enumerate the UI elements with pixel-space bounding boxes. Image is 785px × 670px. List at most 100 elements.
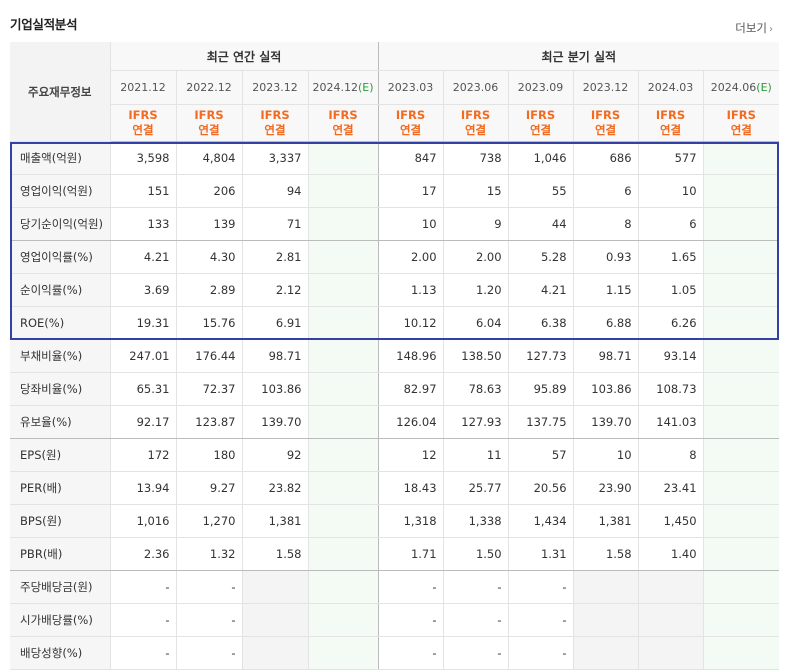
- table-row: PER(배) 13.94 9.27 23.82 18.43 25.77 20.56 23.90…: [10, 471, 780, 505]
- table-cell: 6: [572, 174, 639, 208]
- table-row: 유보율(%) 92.17 123.87 139.70 126.04 127.93 137.7…: [10, 405, 780, 439]
- table-cell: 123.87: [175, 405, 242, 439]
- table-cell: 10: [637, 174, 704, 208]
- table-row: PBR(배) 2.36 1.32 1.58 1.71 1.50 1.31 1.58 1.40: [10, 537, 780, 571]
- table-cell: 55: [507, 174, 574, 208]
- table-cell: 1,450: [637, 504, 704, 538]
- table-cell: 12: [377, 438, 444, 472]
- row-label: 당기순이익(억원): [10, 207, 110, 241]
- ifrs-line2: 연결: [594, 123, 617, 137]
- ifrs-badge: IFRS 연결: [572, 104, 639, 142]
- table-cell: 15.76: [175, 306, 242, 340]
- table-cell: 8: [637, 438, 704, 472]
- table-cell: 93.14: [637, 339, 704, 373]
- ifrs-line1: IFRS: [460, 108, 491, 122]
- table-cell: [702, 207, 780, 241]
- more-label: 더보기: [735, 21, 767, 35]
- table-cell: 3,337: [241, 141, 308, 175]
- table-cell: 25.77: [442, 471, 509, 505]
- table-cell: 78.63: [442, 372, 509, 406]
- table-cell: 5.28: [507, 240, 574, 274]
- table-cell: [307, 339, 379, 373]
- table-cell: 126.04: [377, 405, 444, 439]
- table-cell: [307, 372, 379, 406]
- row-label: PER(배): [10, 471, 110, 505]
- table-cell: -: [175, 636, 242, 670]
- table-row: 주당배당금(원) - - - - -: [10, 570, 780, 604]
- table-cell: 72.37: [175, 372, 242, 406]
- row-label: 매출액(억원): [10, 141, 110, 175]
- table-cell: 4.21: [507, 273, 574, 307]
- table-cell: 847: [377, 141, 444, 175]
- table-row: 시가배당률(%) - - - - -: [10, 603, 780, 637]
- table-cell: 92.17: [109, 405, 176, 439]
- table-cell: 19.31: [109, 306, 176, 340]
- table-cell: 15: [442, 174, 509, 208]
- table-cell: [702, 504, 780, 538]
- table-cell: 139: [175, 207, 242, 241]
- table-cell: 577: [637, 141, 704, 175]
- ifrs-line1: IFRS: [525, 108, 556, 122]
- ifrs-line2: 연결: [529, 123, 552, 137]
- table-cell: 6.91: [241, 306, 308, 340]
- table-cell: [702, 636, 780, 670]
- ifrs-line2: 연결: [198, 123, 220, 137]
- table-cell: 17: [377, 174, 444, 208]
- ifrs-line2: 연결: [132, 123, 154, 137]
- table-cell: 6.88: [572, 306, 639, 340]
- table-cell: [307, 273, 379, 307]
- ifrs-badge: IFRS 연결: [702, 104, 780, 142]
- table-cell: 2.89: [175, 273, 242, 307]
- corner-label: 주요재무정보: [10, 42, 110, 142]
- ifrs-badge: IFRS 연결: [637, 104, 704, 142]
- table-cell: 11: [442, 438, 509, 472]
- table-row: 영업이익률(%) 4.21 4.30 2.81 2.00 2.00 5.28 0.93 1.65: [10, 240, 780, 274]
- table-cell: 4,804: [175, 141, 242, 175]
- table-cell: [572, 636, 639, 670]
- table-cell: 148.96: [377, 339, 444, 373]
- table-cell: -: [442, 570, 509, 604]
- table-cell: 10.12: [377, 306, 444, 340]
- table-cell: [307, 240, 379, 274]
- table-cell: 1.31: [507, 537, 574, 571]
- financial-table: 주요재무정보 최근 연간 실적 최근 분기 실적 2021.12 2022.12 2…: [10, 42, 780, 670]
- ifrs-line1: IFRS: [726, 108, 756, 122]
- ifrs-line1: IFRS: [194, 108, 224, 122]
- table-cell: 13.94: [109, 471, 176, 505]
- table-cell: 1.58: [572, 537, 639, 571]
- table-cell: 103.86: [241, 372, 308, 406]
- more-link[interactable]: 더보기 ›: [735, 20, 773, 36]
- table-cell: [307, 141, 379, 175]
- table-cell: -: [175, 603, 242, 637]
- table-cell: 1.40: [637, 537, 704, 571]
- table-cell: 1.65: [637, 240, 704, 274]
- table-cell: 57: [507, 438, 574, 472]
- ifrs-badge: IFRS 연결: [307, 104, 379, 142]
- table-cell: 6.38: [507, 306, 574, 340]
- ifrs-badge: IFRS 연결: [109, 104, 176, 142]
- table-cell: [637, 636, 704, 670]
- table-cell: -: [109, 636, 176, 670]
- table-cell: 686: [572, 141, 639, 175]
- table-cell: 95.89: [507, 372, 574, 406]
- table-cell: 180: [175, 438, 242, 472]
- table-cell: [702, 339, 780, 373]
- ifrs-line1: IFRS: [260, 108, 290, 122]
- table-row: 순이익률(%) 3.69 2.89 2.12 1.13 1.20 4.21 1.15 1.05: [10, 273, 780, 307]
- table-cell: 172: [109, 438, 176, 472]
- ifrs-line2: 연결: [399, 123, 422, 137]
- ifrs-badge: IFRS 연결: [175, 104, 242, 142]
- ifrs-line2: 연결: [659, 123, 682, 137]
- table-cell: 247.01: [109, 339, 176, 373]
- table-cell: 1,046: [507, 141, 574, 175]
- row-label: BPS(원): [10, 504, 110, 538]
- table-cell: 1.32: [175, 537, 242, 571]
- table-cell: 137.75: [507, 405, 574, 439]
- ifrs-badge: IFRS 연결: [377, 104, 444, 142]
- table-cell: 127.73: [507, 339, 574, 373]
- table-cell: 2.12: [241, 273, 308, 307]
- ifrs-line1: IFRS: [128, 108, 158, 122]
- table-cell: 141.03: [637, 405, 704, 439]
- row-label: 시가배당률(%): [10, 603, 110, 637]
- table-cell: 1.50: [442, 537, 509, 571]
